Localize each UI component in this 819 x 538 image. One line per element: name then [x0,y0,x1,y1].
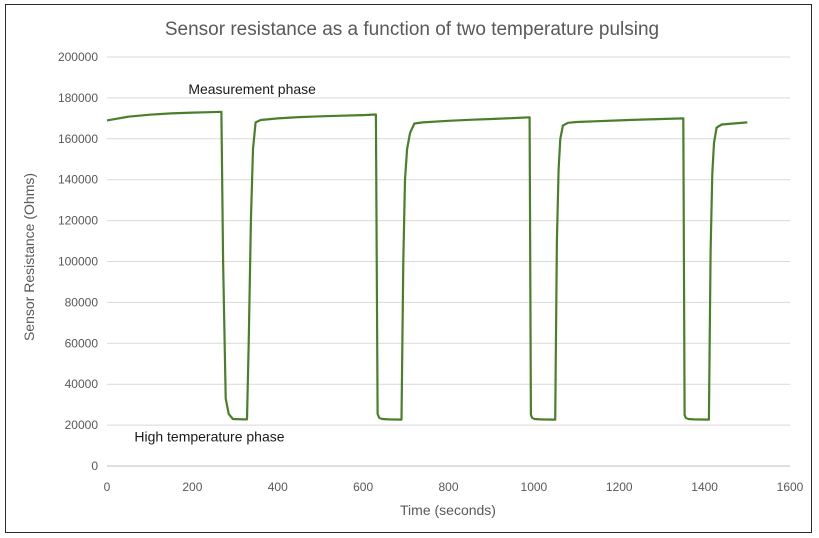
gridlines [107,56,790,426]
chart-title: Sensor resistance as a function of two t… [165,19,659,40]
y-tick-label: 60000 [65,336,99,350]
x-tick-label: 1600 [777,480,804,494]
y-tick-label: 20000 [65,418,99,432]
y-tick-label: 200000 [58,50,98,64]
x-tick-label: 600 [353,480,373,494]
y-tick-label: 40000 [65,377,99,391]
x-tick-label: 0 [104,480,111,494]
axes: 0 20000 40000 60000 80000 100000 120000 140000 1… [58,50,804,494]
x-axis-label: Time (seconds) [400,502,496,518]
annotation-label: Measurement phase [188,81,316,97]
x-tick-label: 200 [182,480,202,494]
chart-frame: Sensor resistance as a function of two t… [5,4,812,533]
y-tick-label: 140000 [58,173,98,187]
y-tick-label: 100000 [58,255,98,269]
series-line [106,110,748,421]
x-tick-label: 800 [438,480,458,494]
y-axis-label: Sensor Resistance (Ohms) [21,173,37,341]
y-tick-label: 0 [91,459,98,473]
x-tick-label: 1400 [691,480,718,494]
line-chart: Sensor resistance as a function of two t… [21,19,804,518]
y-tick-label: 160000 [58,132,98,146]
annotation-label: High temperature phase [134,428,284,444]
series-layer [106,110,748,421]
annotations: Measurement phase High temperature phase [134,81,316,445]
x-tick-label: 400 [268,480,288,494]
x-tick-label: 1000 [521,480,548,494]
y-tick-label: 180000 [58,91,98,105]
y-tick-label: 120000 [58,214,98,228]
x-tick-label: 1200 [606,480,633,494]
y-tick-label: 80000 [65,295,99,309]
